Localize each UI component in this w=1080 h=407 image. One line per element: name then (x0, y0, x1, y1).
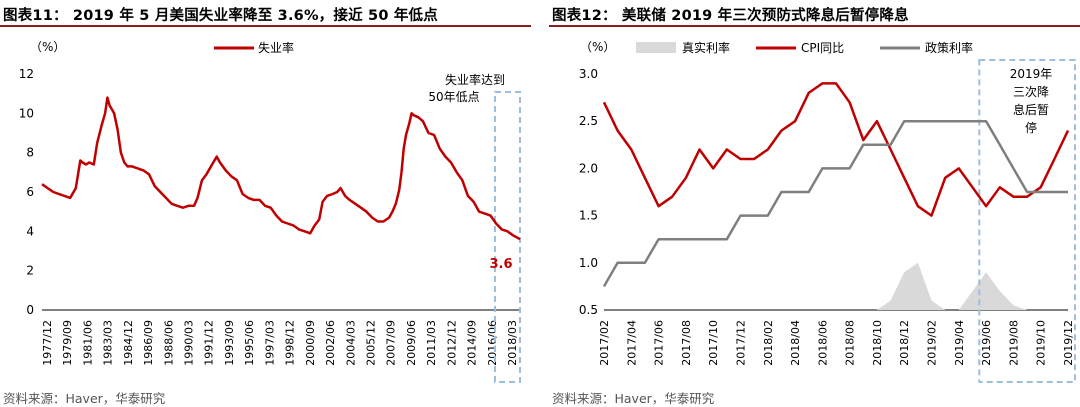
right-legend-label-cpi: CPI同比 (801, 41, 844, 55)
left-annotation-line-1: 失业率达到 (445, 72, 505, 87)
right-xtick-label-12: 2019/02 (926, 320, 939, 366)
right-xtick-label-9: 2018/08 (844, 320, 857, 366)
left-xtick-label-4: 1984/12 (122, 320, 135, 366)
right-xtick-label-15: 2019/08 (1007, 320, 1020, 366)
left-ytick-label-6: 12 (19, 67, 34, 81)
left-ytick-label-1: 2 (26, 264, 34, 278)
left-xtick-label-14: 2002/06 (324, 320, 337, 366)
left-xtick-label-16: 2005/12 (364, 320, 377, 366)
right-annotation-line-4: 停 (1025, 120, 1037, 135)
right-xtick-label-0: 2017/02 (598, 320, 611, 366)
right-xtick-label-11: 2018/12 (898, 320, 911, 366)
left-xtick-label-12: 1998/12 (284, 320, 297, 366)
right-y-axis: 0.5 1.0 1.5 2.0 2.5 3.0 (579, 67, 598, 317)
left-ytick-label-2: 4 (26, 224, 34, 238)
left-xtick-label-11: 1997/03 (263, 320, 276, 366)
right-xtick-label-1: 2017/04 (625, 320, 638, 366)
right-legend-label-policy: 政策利率 (925, 40, 973, 55)
left-xtick-label-7: 1990/03 (183, 320, 196, 366)
left-chart-title: 图表11： 2019 年 5 月美国失业率降至 3.6%，接近 50 年低点 (3, 8, 438, 24)
left-y-axis: 0 2 4 6 8 10 12 (19, 67, 34, 317)
left-xtick-label-5: 1986/09 (142, 320, 155, 366)
left-end-value-label: 3.6 (489, 257, 512, 272)
right-legend: 真实利率 CPI同比 政策利率 (636, 40, 973, 55)
left-ytick-label-4: 8 (26, 146, 34, 160)
right-series-policy-rate (602, 119, 1068, 288)
right-ytick-label-0: 0.5 (579, 303, 598, 317)
right-xtick-label-5: 2017/12 (734, 320, 747, 366)
right-unit-label: （%） (580, 40, 615, 54)
left-xtick-label-0: 1977/12 (41, 320, 54, 366)
left-legend-label: 失业率 (258, 40, 294, 55)
right-chart: （%） 真实利率 CPI同比 政策利率 0.5 1.0 1.5 2.0 2.5 3.0 2… (579, 40, 1077, 383)
right-xtick-label-2: 2017/06 (653, 320, 666, 366)
right-legend-label-real-rate: 真实利率 (682, 40, 730, 55)
left-ytick-label-5: 10 (19, 106, 34, 120)
right-xtick-label-17: 2019/12 (1062, 320, 1075, 366)
left-title-rule (0, 25, 531, 27)
left-xtick-label-3: 1983/03 (102, 320, 115, 366)
right-x-axis: 2017/02 2017/04 2017/06 2017/08 2017/10 2017/… (598, 309, 1075, 366)
left-highlight-box (493, 91, 521, 383)
left-source-note: 资料来源：Haver，华泰研究 (3, 391, 166, 406)
right-annotation-line-1: 2019年 (1010, 67, 1053, 81)
right-xtick-label-7: 2018/04 (789, 320, 802, 366)
right-xtick-label-8: 2018/06 (816, 320, 829, 366)
right-chart-title: 图表12： 美联储 2019 年三次预防式降息后暂停降息 (552, 8, 909, 24)
left-legend: 失业率 (214, 40, 294, 55)
left-xtick-label-13: 2000/09 (304, 320, 317, 366)
left-xtick-label-20: 2012/12 (445, 320, 458, 366)
left-ytick-label-3: 6 (26, 185, 34, 199)
right-source-note: 资料来源：Haver，华泰研究 (552, 391, 715, 406)
right-title-rule (549, 25, 1080, 27)
right-series-real-rate (876, 262, 1068, 310)
right-annotation-line-2: 三次降 (1013, 85, 1049, 99)
right-xtick-label-6: 2018/02 (762, 320, 775, 366)
left-xtick-label-15: 2004/03 (344, 320, 357, 366)
right-legend-swatch-real-rate (636, 42, 676, 53)
left-series-unemployment (41, 96, 521, 241)
left-unit-label: （%） (30, 40, 65, 54)
right-xtick-label-4: 2017/10 (707, 320, 720, 366)
right-highlight-box (978, 59, 1077, 383)
right-ytick-label-4: 2.5 (579, 114, 598, 128)
left-xtick-label-1: 1979/09 (61, 320, 74, 366)
left-x-axis: 1977/12 1979/09 1981/06 1983/03 1984/12 1986/… (41, 309, 520, 366)
left-xtick-label-2: 1981/06 (81, 320, 94, 366)
left-xtick-label-8: 1991/12 (203, 320, 216, 366)
left-xtick-label-6: 1988/06 (162, 320, 175, 366)
left-xtick-label-9: 1993/09 (223, 320, 236, 366)
right-xtick-label-3: 2017/08 (680, 320, 693, 366)
left-xtick-label-19: 2011/03 (425, 320, 438, 366)
right-xtick-label-10: 2018/10 (871, 320, 884, 366)
right-ytick-label-1: 1.0 (579, 256, 598, 270)
right-xtick-label-13: 2019/04 (953, 320, 966, 366)
right-series-cpi (602, 82, 1070, 217)
left-xtick-label-23: 2018/03 (506, 320, 519, 366)
right-xtick-label-16: 2019/10 (1035, 320, 1048, 366)
right-xtick-label-14: 2019/06 (980, 320, 993, 366)
left-xtick-label-17: 2007/09 (385, 320, 398, 366)
left-xtick-label-22: 2016/06 (486, 320, 499, 366)
right-annotation-line-3: 息后暂 (1013, 102, 1049, 117)
right-ytick-label-2: 1.5 (579, 209, 598, 223)
right-ytick-label-5: 3.0 (579, 67, 598, 81)
left-xtick-label-21: 2014/09 (466, 320, 479, 366)
left-xtick-label-10: 1995/06 (243, 320, 256, 366)
left-ytick-label-0: 0 (26, 303, 34, 317)
right-ytick-label-3: 2.0 (579, 161, 598, 175)
left-xtick-label-18: 2009/06 (405, 320, 418, 366)
left-annotation-line-2: 50年低点 (428, 90, 479, 104)
